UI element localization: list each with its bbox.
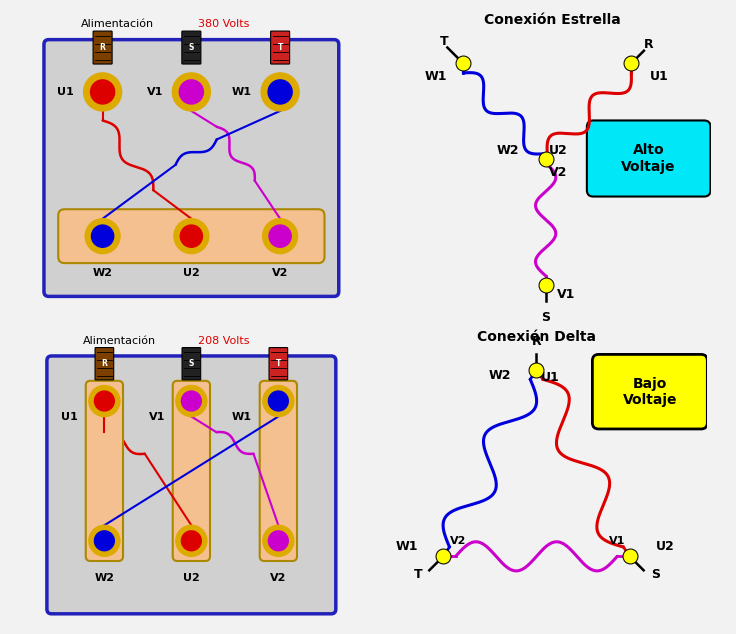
Circle shape (85, 219, 120, 254)
FancyBboxPatch shape (587, 120, 710, 197)
Circle shape (263, 219, 297, 254)
Circle shape (176, 385, 207, 417)
FancyBboxPatch shape (271, 31, 290, 64)
Text: Alimentación: Alimentación (82, 336, 156, 346)
FancyBboxPatch shape (173, 381, 210, 561)
Text: U2: U2 (549, 144, 567, 157)
FancyBboxPatch shape (85, 381, 123, 561)
Text: R: R (644, 38, 654, 51)
Circle shape (176, 525, 207, 557)
Text: W1: W1 (396, 540, 419, 553)
Circle shape (180, 80, 203, 104)
Text: V2: V2 (450, 536, 466, 546)
FancyBboxPatch shape (95, 347, 113, 380)
Circle shape (181, 391, 202, 411)
Circle shape (269, 225, 291, 247)
Text: R: R (531, 335, 541, 348)
Text: T: T (276, 359, 281, 368)
Text: U2: U2 (183, 268, 199, 278)
Text: U1: U1 (541, 371, 560, 384)
Text: S: S (188, 43, 194, 52)
Text: T: T (277, 43, 283, 52)
Circle shape (89, 385, 120, 417)
Circle shape (263, 385, 294, 417)
Text: W1: W1 (232, 87, 252, 97)
Circle shape (261, 73, 299, 111)
Circle shape (269, 531, 289, 551)
Circle shape (89, 525, 120, 557)
FancyBboxPatch shape (58, 209, 325, 263)
Text: R: R (99, 43, 105, 52)
FancyBboxPatch shape (260, 381, 297, 561)
Text: V2: V2 (272, 268, 289, 278)
Text: V2: V2 (270, 573, 286, 583)
Text: T: T (440, 35, 448, 48)
Text: U1: U1 (61, 411, 78, 422)
FancyBboxPatch shape (93, 31, 112, 64)
Text: W1: W1 (425, 70, 447, 82)
Text: S: S (188, 359, 194, 368)
Circle shape (269, 391, 289, 411)
FancyBboxPatch shape (47, 356, 336, 614)
Text: V2: V2 (549, 166, 567, 179)
Text: W2: W2 (93, 268, 113, 278)
Text: Conexión Delta: Conexión Delta (477, 330, 596, 344)
Circle shape (181, 531, 202, 551)
Text: V1: V1 (146, 87, 163, 97)
Text: 208 Volts: 208 Volts (197, 336, 249, 346)
Text: V1: V1 (609, 536, 625, 546)
Text: U2: U2 (656, 540, 675, 553)
Text: W2: W2 (496, 144, 519, 157)
Text: U2: U2 (183, 573, 199, 583)
FancyBboxPatch shape (592, 354, 707, 429)
Text: S: S (651, 568, 661, 581)
Circle shape (94, 391, 114, 411)
Circle shape (180, 225, 202, 247)
Circle shape (91, 225, 113, 247)
Text: T: T (414, 568, 422, 581)
Circle shape (84, 73, 121, 111)
Circle shape (174, 219, 209, 254)
Circle shape (263, 525, 294, 557)
FancyBboxPatch shape (182, 347, 201, 380)
Text: W2: W2 (489, 369, 512, 382)
FancyBboxPatch shape (269, 347, 288, 380)
Text: W2: W2 (94, 573, 114, 583)
Text: Alto
Voltaje: Alto Voltaje (621, 143, 676, 174)
Text: Conexión Estrella: Conexión Estrella (484, 13, 620, 27)
Text: V1: V1 (149, 411, 165, 422)
Text: R: R (102, 359, 107, 368)
FancyBboxPatch shape (182, 31, 201, 64)
Circle shape (268, 80, 292, 104)
Text: U1: U1 (651, 70, 669, 82)
FancyBboxPatch shape (44, 39, 339, 297)
Text: W1: W1 (232, 411, 252, 422)
Text: Alimentación: Alimentación (80, 19, 154, 29)
Circle shape (94, 531, 114, 551)
Text: V1: V1 (556, 288, 575, 301)
Circle shape (172, 73, 210, 111)
Text: U1: U1 (57, 87, 74, 97)
Text: Bajo
Voltaje: Bajo Voltaje (623, 377, 677, 407)
Text: 380 Volts: 380 Volts (198, 19, 249, 29)
Text: S: S (541, 311, 550, 323)
Circle shape (91, 80, 115, 104)
